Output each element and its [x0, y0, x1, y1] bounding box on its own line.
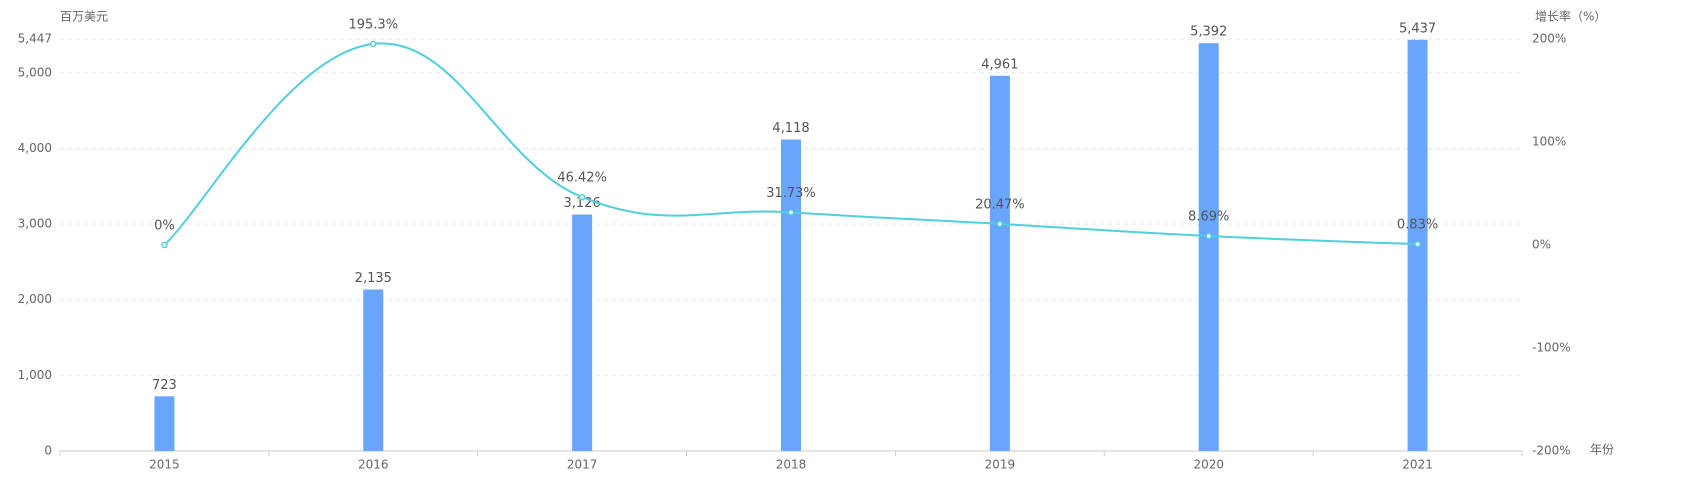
y-tick-label: 3,000 [18, 217, 52, 231]
y-tick-label: 2,000 [18, 292, 52, 306]
bar-value-label: 723 [152, 378, 177, 393]
line-point [787, 209, 795, 216]
line-value-label: 31.73% [766, 186, 816, 201]
y-tick-label: 5,447 [18, 32, 52, 46]
line-value-label: 8.69% [1188, 210, 1229, 225]
bar [989, 75, 1010, 452]
x-tick-label: 2018 [776, 458, 807, 472]
line-value-label: 0.83% [1397, 218, 1438, 233]
bar-value-label: 2,135 [355, 271, 392, 286]
line-value-label: 46.42% [557, 171, 607, 186]
line-value-label: 20.47% [975, 197, 1025, 212]
bar [1198, 43, 1219, 451]
line-value-label: 195.3% [348, 17, 398, 32]
x-tick-label: 2016 [358, 458, 389, 472]
line-point [161, 241, 168, 249]
line-point [996, 220, 1004, 228]
bar-value-label: 4,118 [772, 121, 809, 136]
y-tick-label: 0 [44, 444, 52, 458]
line-point [1414, 240, 1421, 248]
y2-axis-title: 增长率（%） [1535, 9, 1606, 24]
bar [154, 396, 175, 451]
y2-tick-label: 0% [1532, 238, 1551, 252]
y2-tick-label: -200% [1532, 444, 1571, 458]
y-tick-label: 5,000 [18, 65, 52, 79]
y2-tick-label: 100% [1532, 135, 1566, 149]
y-tick-label: 4,000 [18, 141, 52, 155]
y2-tick-label: -100% [1532, 341, 1571, 355]
line-value-label: 0% [154, 219, 175, 234]
y-tick-label: 1,000 [18, 368, 52, 382]
x-axis-title: 年份 [1590, 443, 1614, 457]
line-point [1205, 232, 1212, 240]
x-tick-label: 2020 [1193, 458, 1224, 472]
bar-value-label: 4,961 [981, 57, 1018, 72]
y2-tick-label: 200% [1532, 32, 1566, 46]
x-tick-label: 2017 [567, 458, 598, 472]
line-point [370, 40, 377, 48]
x-tick-label: 2021 [1402, 458, 1433, 472]
x-tick-label: 2019 [985, 458, 1016, 472]
y-axis-title: 百万美元 [60, 10, 108, 24]
bar [781, 139, 801, 451]
bar-value-label: 5,437 [1399, 21, 1436, 36]
x-tick-label: 2015 [149, 458, 180, 472]
line-point [578, 193, 586, 201]
bar-value-label: 5,392 [1190, 25, 1227, 40]
bar [363, 289, 384, 451]
bar [572, 214, 593, 451]
